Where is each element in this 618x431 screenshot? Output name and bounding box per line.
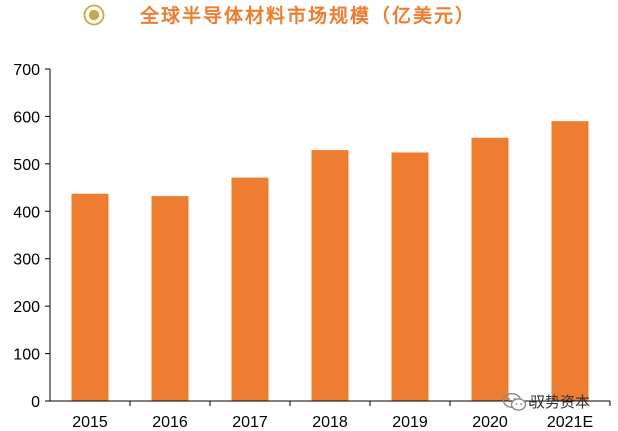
wechat-logo-icon — [502, 392, 527, 411]
y-tick-label: 400 — [13, 204, 40, 221]
watermark: 驭势资本 — [502, 391, 612, 415]
y-tick-label: 100 — [13, 347, 40, 364]
bar-series — [71, 121, 589, 402]
x-tick-label: 2021E — [547, 414, 593, 431]
y-tick-label: 700 — [13, 62, 40, 79]
x-tick-label: 2015 — [72, 414, 108, 431]
target-bullet-icon — [83, 4, 105, 26]
y-tick-label: 0 — [31, 394, 40, 411]
x-tick-label: 2016 — [152, 414, 188, 431]
y-tick-label: 500 — [13, 157, 40, 174]
bar-2018 — [311, 150, 349, 401]
chart-title: 全球半导体材料市场规模（亿美元） — [140, 5, 477, 27]
bar-2016 — [151, 196, 189, 401]
y-tick-label: 300 — [13, 252, 40, 269]
y-tick-label: 200 — [13, 299, 40, 316]
x-tick-label: 2018 — [312, 414, 348, 431]
x-tick-label: 2020 — [472, 414, 508, 431]
bar-2021E — [551, 121, 589, 402]
x-tick-label: 2019 — [392, 414, 428, 431]
x-axis-labels: 2015 2016 2017 2018 2019 2020 2021E — [72, 401, 611, 431]
chart-header: 全球半导体材料市场规模（亿美元） — [0, 0, 618, 36]
watermark-text: 驭势资本 — [530, 393, 591, 411]
bar-2019 — [391, 152, 429, 401]
bar-2017 — [231, 177, 269, 401]
y-axis-ticks: 0 100 200 300 400 500 600 700 — [13, 62, 50, 411]
y-tick-label: 600 — [13, 109, 40, 126]
bar-2015 — [71, 193, 109, 401]
bar-2020 — [471, 137, 509, 401]
x-tick-label: 2017 — [232, 414, 268, 431]
